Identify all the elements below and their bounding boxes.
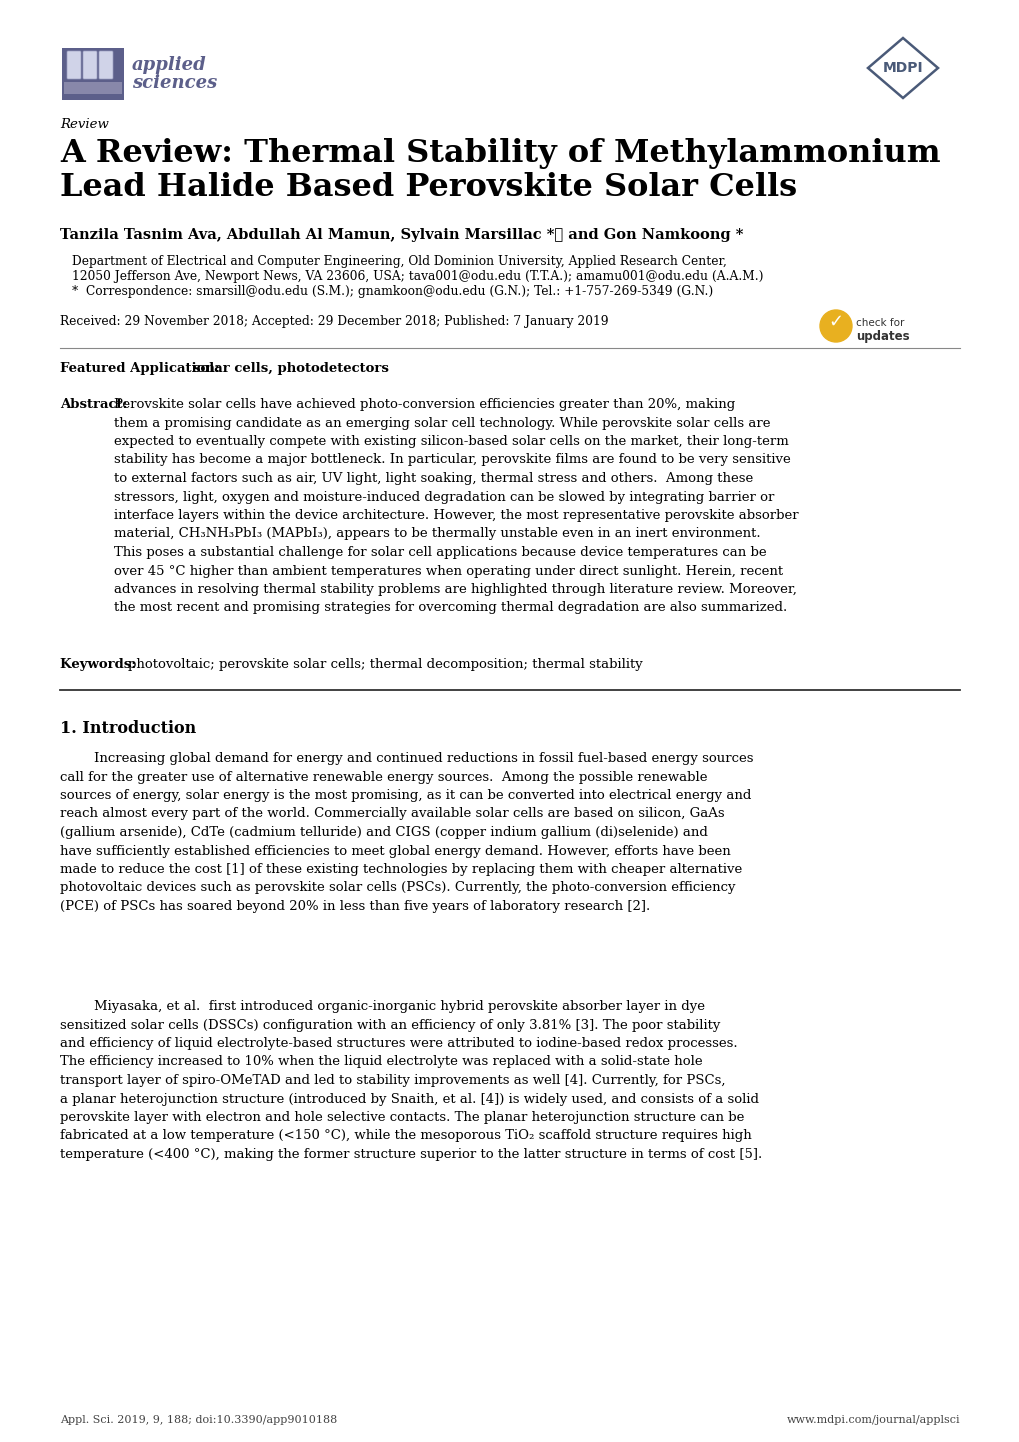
- Text: sciences: sciences: [131, 74, 217, 92]
- Text: solar cells, photodetectors: solar cells, photodetectors: [193, 362, 388, 375]
- Text: Perovskite solar cells have achieved photo-conversion efficiencies greater than : Perovskite solar cells have achieved pho…: [114, 398, 798, 614]
- Text: 1. Introduction: 1. Introduction: [60, 720, 196, 737]
- Text: A Review: Thermal Stability of Methylammonium: A Review: Thermal Stability of Methylamm…: [60, 138, 940, 169]
- Text: check for: check for: [855, 319, 904, 327]
- Text: Abstract:: Abstract:: [60, 398, 132, 411]
- Text: www.mdpi.com/journal/applsci: www.mdpi.com/journal/applsci: [786, 1415, 959, 1425]
- Text: Appl. Sci. 2019, 9, 188; doi:10.3390/app9010188: Appl. Sci. 2019, 9, 188; doi:10.3390/app…: [60, 1415, 337, 1425]
- Text: Received: 29 November 2018; Accepted: 29 December 2018; Published: 7 January 201: Received: 29 November 2018; Accepted: 29…: [60, 314, 608, 327]
- Text: updates: updates: [855, 330, 909, 343]
- Text: Lead Halide Based Perovskite Solar Cells: Lead Halide Based Perovskite Solar Cells: [60, 172, 797, 203]
- FancyBboxPatch shape: [83, 50, 97, 79]
- Text: Featured Application:: Featured Application:: [60, 362, 224, 375]
- Text: Tanzila Tasnim Ava, Abdullah Al Mamun, Sylvain Marsillac *ⓘ and Gon Namkoong *: Tanzila Tasnim Ava, Abdullah Al Mamun, S…: [60, 228, 743, 242]
- Text: Keywords:: Keywords:: [60, 658, 141, 671]
- FancyBboxPatch shape: [62, 48, 124, 99]
- Text: Department of Electrical and Computer Engineering, Old Dominion University, Appl: Department of Electrical and Computer En…: [72, 255, 727, 268]
- FancyBboxPatch shape: [99, 50, 113, 79]
- Text: photovoltaic; perovskite solar cells; thermal decomposition; thermal stability: photovoltaic; perovskite solar cells; th…: [127, 658, 642, 671]
- Text: applied: applied: [131, 56, 207, 74]
- Text: *  Correspondence: smarsill@odu.edu (S.M.); gnamkoon@odu.edu (G.N.); Tel.: +1-75: * Correspondence: smarsill@odu.edu (S.M.…: [72, 286, 712, 298]
- Text: 12050 Jefferson Ave, Newport News, VA 23606, USA; tava001@odu.edu (T.T.A.); amam: 12050 Jefferson Ave, Newport News, VA 23…: [72, 270, 763, 283]
- Text: Miyasaka, et al.  first introduced organic-inorganic hybrid perovskite absorber : Miyasaka, et al. first introduced organi…: [60, 999, 761, 1161]
- Text: Review: Review: [60, 118, 109, 131]
- Text: Increasing global demand for energy and continued reductions in fossil fuel-base: Increasing global demand for energy and …: [60, 751, 753, 913]
- Text: MDPI: MDPI: [881, 61, 922, 75]
- Text: ✓: ✓: [827, 313, 843, 332]
- Circle shape: [819, 310, 851, 342]
- FancyBboxPatch shape: [64, 82, 122, 94]
- FancyBboxPatch shape: [67, 50, 81, 79]
